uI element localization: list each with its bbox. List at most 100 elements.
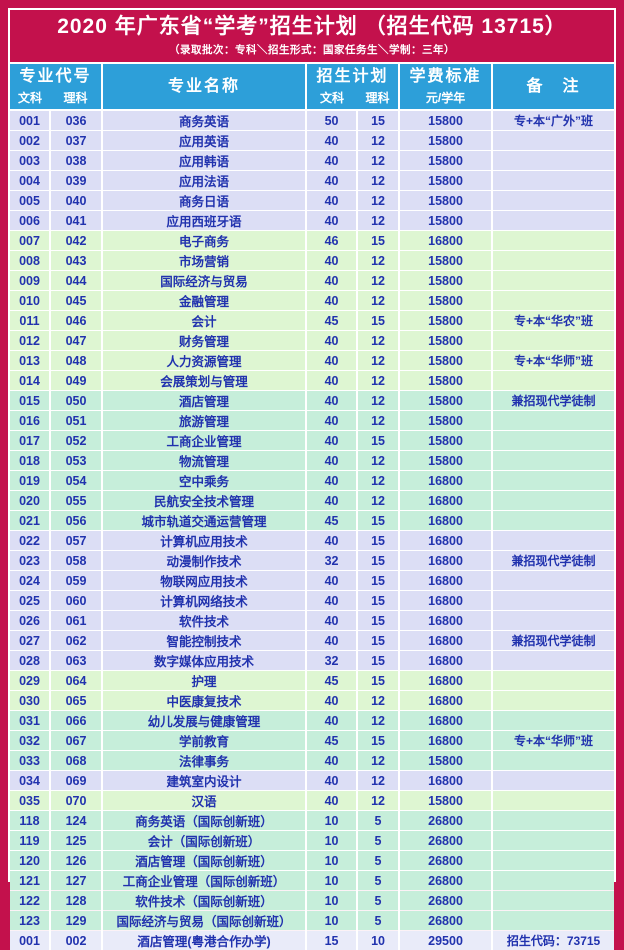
cell-code-wenke: 122 bbox=[10, 891, 50, 911]
cell-code-like: 129 bbox=[50, 911, 102, 931]
cell-tuition: 26800 bbox=[399, 811, 492, 831]
cell-plan-wenke: 45 bbox=[306, 311, 357, 331]
cell-plan-wenke: 40 bbox=[306, 371, 357, 391]
cell-code-wenke: 018 bbox=[10, 451, 50, 471]
cell-plan-like: 12 bbox=[357, 751, 399, 771]
cell-major-name: 建筑室内设计 bbox=[102, 771, 306, 791]
cell-tuition: 15800 bbox=[399, 371, 492, 391]
cell-major-name: 金融管理 bbox=[102, 291, 306, 311]
cell-tuition: 16800 bbox=[399, 531, 492, 551]
cell-plan-like: 12 bbox=[357, 351, 399, 371]
cell-code-like: 070 bbox=[50, 791, 102, 811]
cell-code-like: 127 bbox=[50, 871, 102, 891]
title-band: 2020 年广东省“学考”招生计划 （招生代码 13715） （录取批次：专科＼… bbox=[10, 10, 614, 62]
cell-tuition: 15800 bbox=[399, 411, 492, 431]
cell-plan-like: 15 bbox=[357, 311, 399, 331]
cell-code-like: 045 bbox=[50, 291, 102, 311]
cell-remark bbox=[492, 671, 614, 691]
cell-remark: 兼招现代学徒制 bbox=[492, 631, 614, 651]
cell-plan-like: 12 bbox=[357, 771, 399, 791]
cell-plan-wenke: 40 bbox=[306, 571, 357, 591]
cell-plan-like: 12 bbox=[357, 711, 399, 731]
cell-remark bbox=[492, 411, 614, 431]
cell-code-wenke: 008 bbox=[10, 251, 50, 271]
table-header: 专业代号 文科 理科 专业名称 招生计划 文科 理科 bbox=[10, 64, 614, 110]
cell-code-wenke: 006 bbox=[10, 211, 50, 231]
cell-code-wenke: 019 bbox=[10, 471, 50, 491]
cell-major-name: 软件技术 bbox=[102, 611, 306, 631]
cell-plan-like: 15 bbox=[357, 531, 399, 551]
cell-major-name: 应用法语 bbox=[102, 171, 306, 191]
cell-plan-wenke: 40 bbox=[306, 751, 357, 771]
cell-tuition: 15800 bbox=[399, 271, 492, 291]
cell-code-like: 057 bbox=[50, 531, 102, 551]
cell-major-name: 计算机应用技术 bbox=[102, 531, 306, 551]
cell-code-like: 054 bbox=[50, 471, 102, 491]
cell-code-wenke: 034 bbox=[10, 771, 50, 791]
cell-plan-like: 12 bbox=[357, 191, 399, 211]
cell-plan-like: 12 bbox=[357, 791, 399, 811]
header-code-wenke-label: 文科 bbox=[10, 89, 50, 106]
cell-tuition: 16800 bbox=[399, 491, 492, 511]
cell-tuition: 15800 bbox=[399, 191, 492, 211]
cell-code-like: 038 bbox=[50, 151, 102, 171]
cell-remark bbox=[492, 851, 614, 871]
cell-remark bbox=[492, 291, 614, 311]
cell-code-wenke: 119 bbox=[10, 831, 50, 851]
cell-code-wenke: 005 bbox=[10, 191, 50, 211]
header-plan: 招生计划 文科 理科 bbox=[306, 64, 399, 110]
cell-code-like: 065 bbox=[50, 691, 102, 711]
cell-plan-wenke: 45 bbox=[306, 731, 357, 751]
cell-remark bbox=[492, 751, 614, 771]
cell-remark bbox=[492, 911, 614, 931]
cell-code-wenke: 024 bbox=[10, 571, 50, 591]
cell-plan-wenke: 46 bbox=[306, 231, 357, 251]
header-plan-wenke-label: 文科 bbox=[307, 89, 357, 106]
cell-plan-wenke: 40 bbox=[306, 611, 357, 631]
cell-plan-like: 12 bbox=[357, 391, 399, 411]
cell-remark bbox=[492, 871, 614, 891]
cell-tuition: 16800 bbox=[399, 731, 492, 751]
cell-plan-like: 5 bbox=[357, 851, 399, 871]
cell-plan-wenke: 40 bbox=[306, 411, 357, 431]
cell-plan-wenke: 50 bbox=[306, 110, 357, 131]
cell-major-name: 城市轨道交通运营管理 bbox=[102, 511, 306, 531]
cell-code-like: 128 bbox=[50, 891, 102, 911]
cell-plan-like: 15 bbox=[357, 511, 399, 531]
cell-major-name: 商务英语（国际创新班） bbox=[102, 811, 306, 831]
cell-plan-like: 15 bbox=[357, 431, 399, 451]
header-tuition-unit-label: 元/学年 bbox=[400, 89, 491, 106]
cell-code-wenke: 017 bbox=[10, 431, 50, 451]
cell-remark bbox=[492, 211, 614, 231]
cell-code-wenke: 023 bbox=[10, 551, 50, 571]
cell-code-wenke: 027 bbox=[10, 631, 50, 651]
cell-plan-like: 12 bbox=[357, 371, 399, 391]
cell-major-name: 物联网应用技术 bbox=[102, 571, 306, 591]
cell-code-like: 062 bbox=[50, 631, 102, 651]
cell-plan-wenke: 40 bbox=[306, 451, 357, 471]
cell-major-name: 工商企业管理（国际创新班） bbox=[102, 871, 306, 891]
cell-remark bbox=[492, 151, 614, 171]
cell-code-like: 053 bbox=[50, 451, 102, 471]
cell-code-wenke: 029 bbox=[10, 671, 50, 691]
cell-code-like: 125 bbox=[50, 831, 102, 851]
cell-code-wenke: 031 bbox=[10, 711, 50, 731]
cell-tuition: 15800 bbox=[399, 211, 492, 231]
cell-tuition: 15800 bbox=[399, 110, 492, 131]
